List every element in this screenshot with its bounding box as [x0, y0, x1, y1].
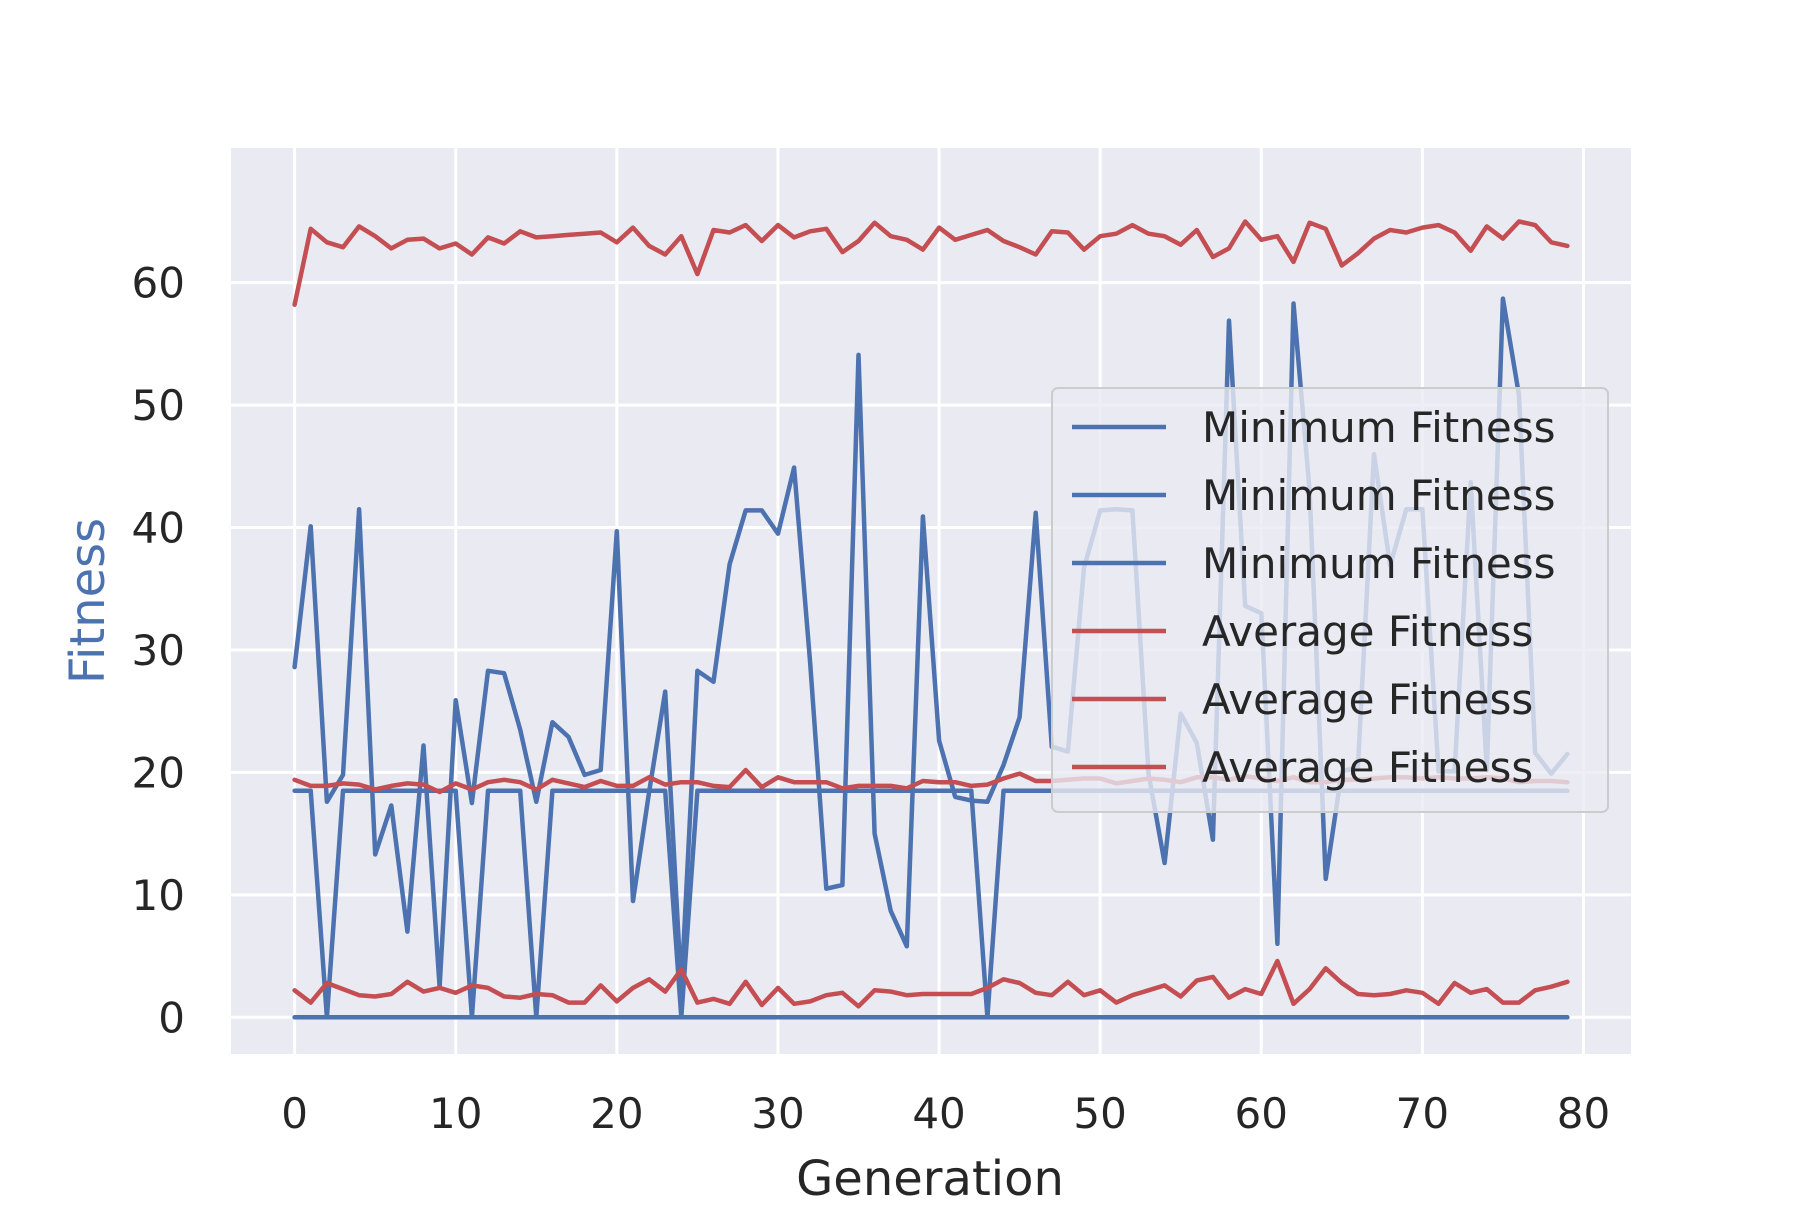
y-tick-labels: 0 10 20 30 40 50 60	[132, 259, 185, 1043]
y-tick-label: 60	[132, 259, 185, 308]
series-line-6	[292, 219, 1570, 307]
y-axis-label: Fitness	[60, 518, 116, 684]
x-tick-label: 20	[590, 1089, 643, 1138]
x-tick-label: 50	[1073, 1089, 1126, 1138]
legend-entry-label: Minimum Fitness	[1202, 471, 1555, 520]
x-tick-label: 60	[1235, 1089, 1288, 1138]
x-tick-label: 30	[751, 1089, 804, 1138]
x-tick-label: 0	[281, 1089, 308, 1138]
y-tick-label: 20	[132, 748, 185, 797]
y-tick-label: 30	[132, 626, 185, 675]
legend-box	[1051, 387, 1609, 813]
legend-entry-label: Average Fitness	[1202, 743, 1533, 792]
x-tick-labels: 0 10 20 30 40 50 60 70 80	[281, 1089, 1610, 1138]
x-tick-label: 70	[1396, 1089, 1449, 1138]
x-axis-label: Generation	[796, 1151, 1064, 1200]
y-tick-label: 50	[132, 381, 185, 430]
x-tick-label: 80	[1557, 1089, 1610, 1138]
x-tick-label: 10	[429, 1089, 482, 1138]
legend-entry-label: Minimum Fitness	[1202, 403, 1555, 452]
legend-entry-label: Average Fitness	[1202, 675, 1533, 724]
y-tick-label: 10	[132, 871, 185, 920]
legend-entry-label: Minimum Fitness	[1202, 539, 1555, 588]
x-tick-label: 40	[912, 1089, 965, 1138]
legend: Minimum Fitness Minimum Fitness Minimum Fi…	[1051, 387, 1609, 813]
y-tick-label: 0	[158, 993, 185, 1042]
y-tick-label: 40	[132, 504, 185, 553]
series-line-4	[292, 958, 1570, 1009]
legend-entry-label: Average Fitness	[1202, 607, 1533, 656]
